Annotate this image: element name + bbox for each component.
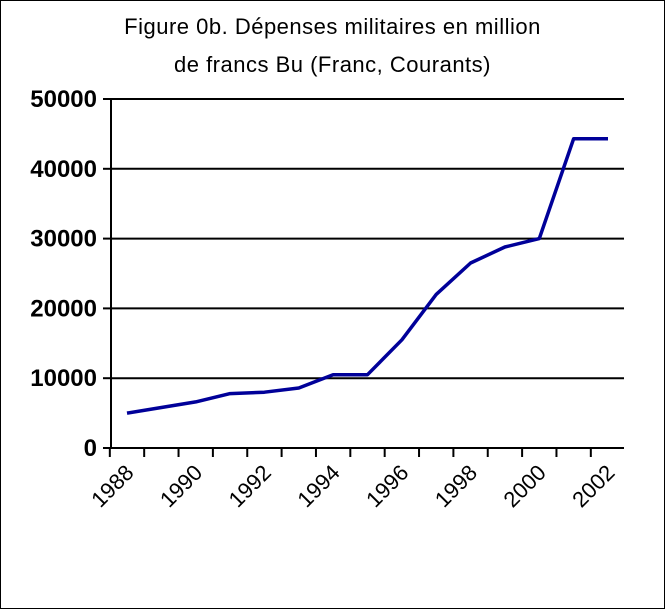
x-tick-label: 1996	[361, 460, 413, 512]
y-tick-label: 40000	[30, 156, 97, 183]
y-tick-label: 0	[84, 435, 97, 462]
y-tick-label: 20000	[30, 295, 97, 322]
x-tick-label: 1992	[224, 460, 276, 512]
axes	[103, 98, 624, 457]
x-tick-label: 1990	[155, 460, 207, 512]
y-tick-label: 30000	[30, 226, 97, 253]
y-tick-label: 10000	[30, 365, 97, 392]
x-tick-label: 1988	[86, 460, 138, 512]
x-tick-label: 2002	[567, 460, 619, 512]
x-tick-label: 2000	[499, 460, 551, 512]
chart-title-line-1: Figure 0b. Dépenses militaires en millio…	[124, 14, 541, 39]
series-layer	[126, 137, 609, 415]
series-line	[126, 137, 608, 415]
x-tick-label: 1998	[430, 460, 482, 512]
x-tick-label: 1994	[292, 460, 344, 512]
y-tick-labels: 0 10000 20000 30000 40000 50000	[30, 86, 97, 462]
gridlines	[111, 98, 624, 380]
x-tick-labels: 1988 1990 1992 1994 1996 1998 2000 2002	[86, 460, 619, 512]
chart-title-line-2: de francs Bu (Franc, Courants)	[173, 52, 491, 77]
y-tick-label: 50000	[30, 86, 97, 113]
